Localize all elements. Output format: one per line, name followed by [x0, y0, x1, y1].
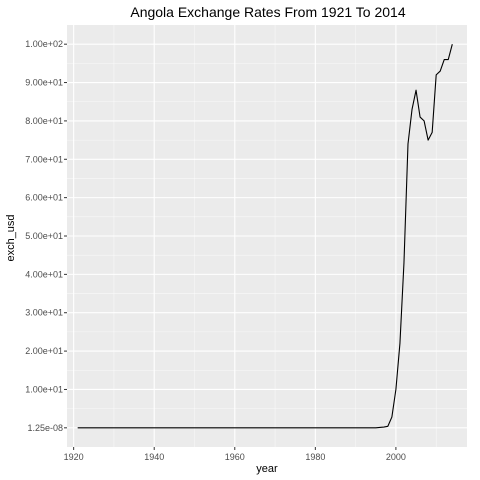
major-gridlines — [67, 25, 467, 447]
x-tick-label: 1960 — [225, 452, 245, 462]
chart-title: Angola Exchange Rates From 1921 To 2014 — [130, 4, 405, 20]
x-tick-label: 2000 — [386, 452, 406, 462]
y-tick-label: 4.00e+01 — [25, 269, 63, 279]
series-layer — [77, 44, 453, 429]
minor-gridlines — [67, 25, 467, 447]
y-axis-title: exch_usd — [5, 214, 17, 261]
x-tick-label: 1920 — [64, 452, 84, 462]
y-tick-label: 9.00e+01 — [25, 78, 63, 88]
series-line — [77, 44, 453, 429]
y-tick-label: 3.00e+01 — [25, 308, 63, 318]
y-tick-label: 6.00e+01 — [25, 193, 63, 203]
y-tick-label: 7.00e+01 — [25, 154, 63, 164]
y-tick-label: 1.25e-08 — [27, 423, 63, 433]
y-axis-ticks: 1.25e-08 1.00e+01 2.00e+01 3.00e+01 4.00e+01… — [25, 39, 67, 433]
y-tick-label: 8.00e+01 — [25, 116, 63, 126]
x-tick-label: 1980 — [305, 452, 325, 462]
y-tick-label: 5.00e+01 — [25, 231, 63, 241]
x-tick-label: 1940 — [144, 452, 164, 462]
y-tick-label: 1.00e+01 — [25, 384, 63, 394]
x-axis-ticks: 1920 1940 1960 1980 2000 — [64, 447, 406, 462]
y-tick-label: 1.00e+02 — [25, 39, 63, 49]
x-axis-title: year — [256, 463, 278, 475]
y-tick-label: 2.00e+01 — [25, 346, 63, 356]
